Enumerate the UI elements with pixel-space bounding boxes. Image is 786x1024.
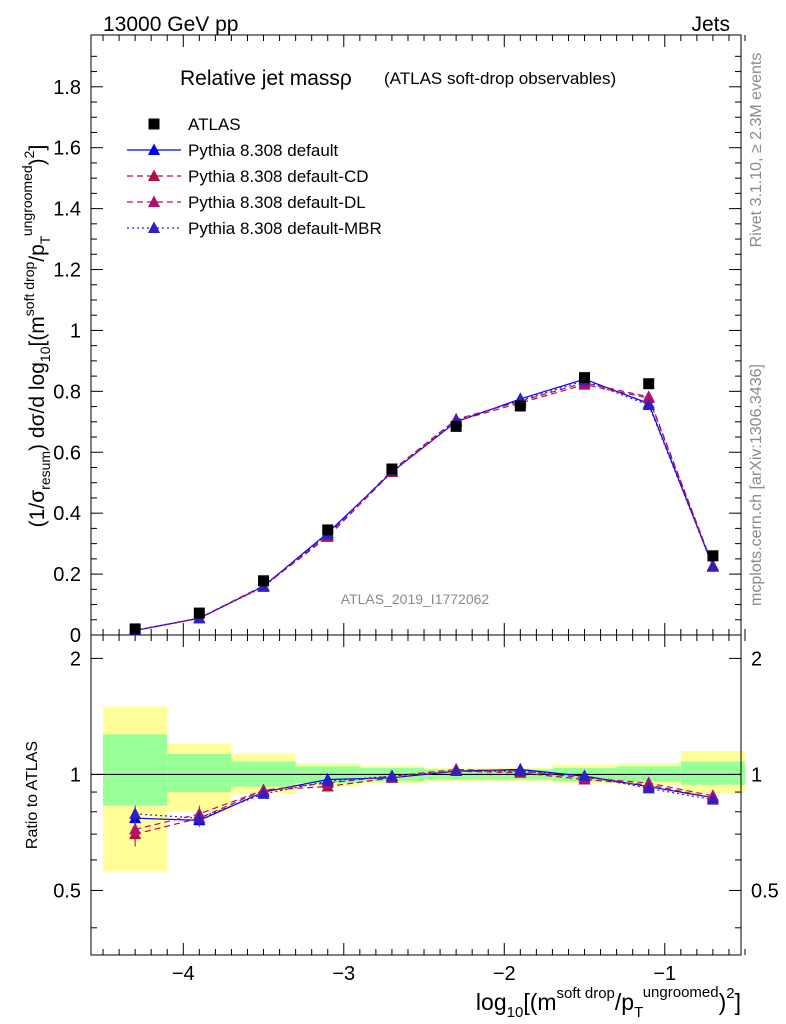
ratio-y-tick-label-right: 2 [751, 648, 762, 670]
x-axis-label: log10[(msoft drop/pTungroomed)2] [476, 984, 741, 1021]
mcplots-label: mcplots.cern.ch [arXiv:1306.3436] [748, 364, 765, 606]
legend-marker-mbr [147, 221, 161, 233]
point-mbr [642, 398, 655, 411]
axis-ticks [91, 35, 746, 955]
ratio-line-dl [134, 768, 714, 830]
ratio-point-mbr [642, 781, 655, 794]
point-dl [642, 390, 655, 402]
ratio-series [129, 762, 719, 847]
ratio-panel-frame [90, 634, 742, 956]
main-series [129, 372, 719, 636]
point-mbr [706, 560, 719, 572]
y-tick-label: 0.6 [53, 442, 81, 464]
ratio-point-mbr [321, 774, 334, 787]
point-data [643, 378, 655, 390]
y-tick-label: 1.4 [53, 199, 81, 221]
point-data [129, 623, 141, 635]
ratio-point-mbr [385, 769, 398, 782]
point-data [193, 607, 205, 619]
legend-label-mbr: Pythia 8.308 default-MBR [188, 219, 382, 238]
point-data [258, 575, 270, 587]
ratio-point-dl [129, 822, 142, 835]
plot-title: Relative jet massρ [180, 67, 352, 90]
tick-labels: −4 −3 −2 −1 0 0.2 0.4 0.6 0.8 1 1.2 1.4 1.6 1.8 0.5 0.5… [53, 77, 779, 985]
ratio-y-tick-label-right: 0.5 [751, 880, 779, 902]
ratio-y-tick-label-right: 1 [751, 764, 762, 786]
legend-marker-dl [147, 195, 161, 207]
ratio-y-tick-label: 1 [70, 764, 81, 786]
y-tick-label: 1.6 [53, 138, 81, 160]
series-line-dl [135, 382, 714, 632]
point-data [579, 372, 591, 384]
ratio-point-mbr [450, 764, 463, 777]
band-inner [616, 766, 681, 782]
ratio-y-tick-label: 0.5 [53, 880, 81, 902]
y-tick-label: 0.8 [53, 381, 81, 403]
band-inner [680, 761, 746, 785]
legend-label-cd: Pythia 8.308 default-CD [188, 167, 369, 186]
band-inner [167, 753, 232, 793]
ratio-line-cd [134, 770, 714, 835]
ratio-point-mbr [129, 807, 142, 819]
point-data [707, 550, 719, 562]
y-tick-label: 1 [70, 320, 81, 342]
point-data [322, 524, 334, 536]
legend-marker-default [147, 143, 161, 155]
y-tick-label: 1.2 [53, 260, 81, 282]
x-tick-label: −3 [332, 963, 355, 985]
svg-text:(1/σresum) dσ/d log10[(msoft d: (1/σresum) dσ/d log10[(msoft drop/pTungr… [19, 145, 53, 528]
point-data [514, 400, 526, 412]
legend-marker-data [148, 118, 160, 130]
x-tick-label: −2 [493, 963, 516, 985]
ratio-y-tick-label: 2 [70, 648, 81, 670]
ratio-point-mbr [706, 793, 719, 805]
rivet-label: Rivet 3.1.10, ≥ 2.3M events [748, 53, 765, 248]
band-inner [103, 734, 168, 806]
x-tick-label: −1 [653, 963, 676, 985]
ratio-y-axis-label: Ratio to ATLAS [24, 741, 41, 849]
main-y-axis-label: (1/σresum) dσ/d log10[(msoft drop/pTungr… [19, 145, 53, 528]
header-left: 13000 GeV pp [103, 13, 238, 36]
y-tick-label: 0 [70, 625, 81, 647]
ratio-point-mbr [257, 787, 270, 799]
legend-label-dl: Pythia 8.308 default-DL [188, 193, 366, 212]
ratio-point-mbr [193, 811, 206, 824]
y-tick-label: 1.8 [53, 77, 81, 99]
legend-marker-cd [147, 169, 161, 181]
svg-text:log10[(msoft drop/pTungroomed): log10[(msoft drop/pTungroomed)2] [476, 984, 741, 1021]
x-tick-label: −4 [172, 963, 195, 985]
ratio-line-default [135, 768, 714, 821]
plot-subtitle: (ATLAS soft-drop observables) [384, 69, 616, 88]
ratio-point-mbr [514, 764, 527, 777]
legend-label-data: ATLAS [188, 115, 241, 134]
point-data [450, 420, 462, 432]
series-line-mbr [135, 380, 714, 631]
analysis-watermark: ATLAS_2019_I1772062 [341, 591, 490, 607]
legend: ATLAS Pythia 8.308 default Pythia 8.308 de… [127, 115, 382, 238]
legend-label-default: Pythia 8.308 default [188, 141, 339, 160]
y-tick-label: 0.4 [53, 503, 81, 525]
y-tick-label: 0.2 [53, 564, 81, 586]
header-right: Jets [691, 13, 730, 36]
ratio-point-mbr [578, 769, 591, 782]
point-data [386, 463, 398, 475]
